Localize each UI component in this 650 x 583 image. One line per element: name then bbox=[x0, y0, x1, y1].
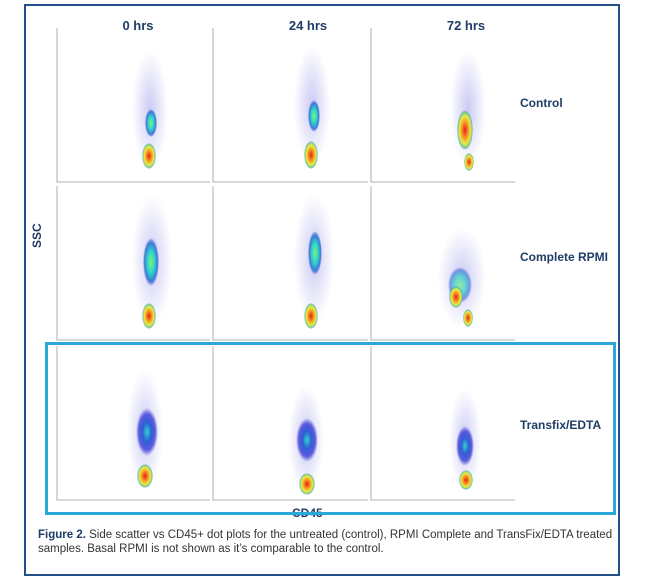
plot-control-24hrs bbox=[294, 45, 330, 169]
column-header-72hrs: 72 hrs bbox=[446, 18, 486, 33]
row-label-control: Control bbox=[520, 96, 563, 110]
row-label-complete-rpmi: Complete RPMI bbox=[520, 250, 609, 264]
caption-label: Figure 2. bbox=[38, 529, 86, 541]
plot-transfix-24hrs bbox=[288, 385, 324, 495]
caption-text: Side scatter vs CD45+ dot plots for the … bbox=[38, 529, 613, 555]
plot-transfix-72hrs bbox=[449, 388, 481, 492]
column-header-0hrs: 0 hrs bbox=[122, 18, 154, 33]
column-header-24hrs: 24 hrs bbox=[288, 18, 328, 33]
plot-transfix-0hrs bbox=[127, 370, 163, 490]
highlight-box-transfix-row bbox=[45, 342, 616, 515]
plot-control-0hrs bbox=[132, 50, 168, 170]
figure-caption: Figure 2. Side scatter vs CD45+ dot plot… bbox=[38, 528, 616, 556]
row-label-transfix-edta: Transfix/EDTA bbox=[520, 418, 602, 432]
plot-rpmi-24hrs bbox=[294, 193, 334, 329]
plot-rpmi-0hrs bbox=[132, 195, 172, 329]
plot-rpmi-72hrs bbox=[438, 228, 486, 328]
panel-axes bbox=[56, 28, 515, 501]
plot-control-72hrs bbox=[450, 50, 486, 171]
